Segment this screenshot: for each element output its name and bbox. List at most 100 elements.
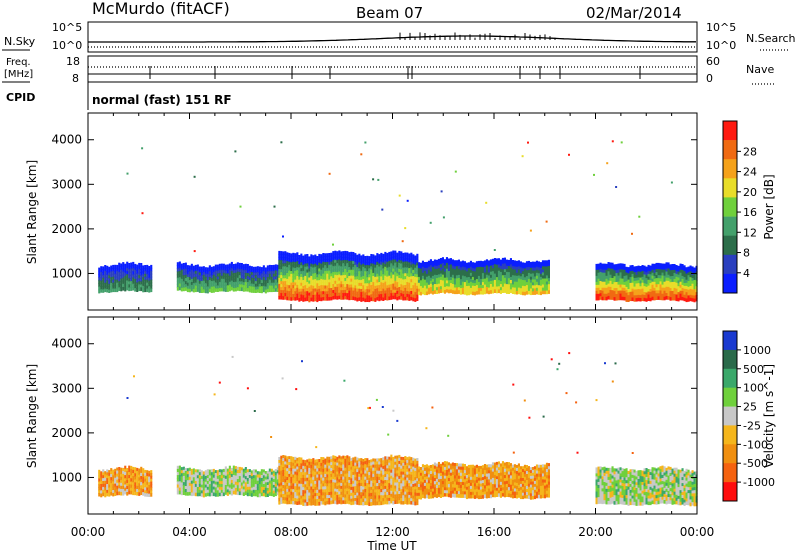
echo-cell	[659, 278, 662, 282]
echo-cell	[138, 474, 141, 479]
echo-cell	[340, 269, 343, 273]
echo-cell	[110, 474, 113, 478]
echo-cell	[348, 290, 351, 295]
echo-cell	[280, 260, 283, 264]
echo-cell	[408, 259, 411, 263]
echo-cell	[278, 495, 281, 499]
echo-cell	[679, 290, 682, 295]
echo-cell	[292, 285, 295, 289]
echo-cell	[182, 469, 185, 474]
echo-cell	[368, 490, 371, 494]
echo-cell	[292, 296, 295, 301]
echo-cell	[264, 482, 267, 486]
echo-cell	[290, 262, 293, 266]
echo-cell	[384, 260, 387, 265]
echo-cell	[274, 477, 277, 482]
echo-cell	[230, 470, 233, 475]
echo-cell	[126, 280, 129, 285]
echo-cell	[230, 473, 233, 478]
echo-cell	[340, 284, 343, 288]
echo-cell	[276, 279, 279, 284]
echo-cell	[392, 468, 395, 473]
echo-cell	[274, 270, 277, 274]
echo-speck	[429, 221, 432, 224]
echo-cell	[330, 255, 333, 260]
echo-cell	[673, 293, 676, 298]
echo-cell	[356, 291, 359, 296]
echo-cell	[493, 289, 496, 293]
echo-cell	[427, 275, 430, 280]
echo-cell	[515, 281, 518, 286]
echo-cell	[304, 272, 307, 277]
echo-cell	[120, 488, 123, 493]
echo-cell	[280, 482, 283, 487]
echo-cell	[386, 285, 389, 289]
echo-cell	[334, 482, 337, 487]
echo-cell	[146, 264, 149, 269]
echo-cell	[408, 285, 411, 290]
echo-cell	[529, 264, 532, 269]
echo-cell	[358, 495, 361, 500]
echo-cell	[475, 282, 478, 286]
echo-cell	[358, 262, 361, 266]
echo-cell	[184, 477, 187, 481]
echo-cell	[178, 468, 181, 473]
echo-cell	[310, 468, 313, 472]
echo-cell	[683, 265, 686, 269]
echo-cell	[431, 281, 434, 286]
echo-cell	[605, 281, 608, 286]
echo-cell	[334, 283, 337, 288]
echo-cell	[427, 272, 430, 277]
echo-cell	[691, 289, 694, 293]
echo-cell	[348, 278, 351, 283]
echo-cell	[334, 494, 337, 499]
echo-cell	[543, 281, 546, 286]
echo-cell	[192, 483, 195, 487]
echo-cell	[675, 276, 678, 281]
echo-cell	[437, 274, 440, 279]
echo-cell	[270, 471, 273, 476]
echo-cell	[274, 267, 277, 271]
echo-cell	[605, 266, 608, 271]
echo-cell	[653, 275, 656, 280]
echo-cell	[326, 297, 329, 301]
echo-cell	[298, 267, 301, 271]
echo-cell	[497, 283, 500, 287]
echo-cell	[280, 488, 283, 493]
echo-cell	[599, 284, 602, 288]
echo-cell	[380, 279, 383, 283]
echo-cell	[627, 295, 630, 299]
echo-cell	[200, 278, 203, 282]
echo-cell	[212, 286, 215, 290]
echo-cell	[404, 296, 407, 301]
echo-cell	[238, 269, 241, 273]
echo-cell	[489, 284, 492, 288]
echo-cell	[186, 265, 189, 269]
echo-cell	[312, 467, 315, 472]
echo-cell	[647, 279, 650, 284]
echo-cell	[190, 474, 193, 479]
echo-cell	[258, 484, 261, 488]
echo-cell	[364, 274, 367, 278]
echo-cell	[417, 265, 420, 269]
echo-cell	[386, 477, 389, 481]
echo-cell	[314, 496, 317, 500]
echo-cell	[204, 493, 207, 497]
echo-cell	[673, 269, 676, 274]
echo-cell	[298, 466, 301, 470]
echo-cell	[120, 272, 123, 277]
echo-cell	[268, 282, 271, 287]
echo-cell	[124, 275, 127, 280]
echo-cell	[296, 276, 299, 280]
echo-cell	[298, 279, 301, 284]
echo-cell	[647, 285, 650, 290]
echo-cell	[206, 483, 209, 488]
echo-cell	[332, 293, 335, 297]
echo-cell	[302, 496, 305, 500]
echo-cell	[302, 462, 305, 467]
echo-cell	[531, 261, 534, 266]
echo-cell	[382, 285, 385, 290]
echo-cell	[519, 285, 522, 289]
echo-cell	[200, 275, 203, 279]
echo-cell	[439, 264, 442, 268]
